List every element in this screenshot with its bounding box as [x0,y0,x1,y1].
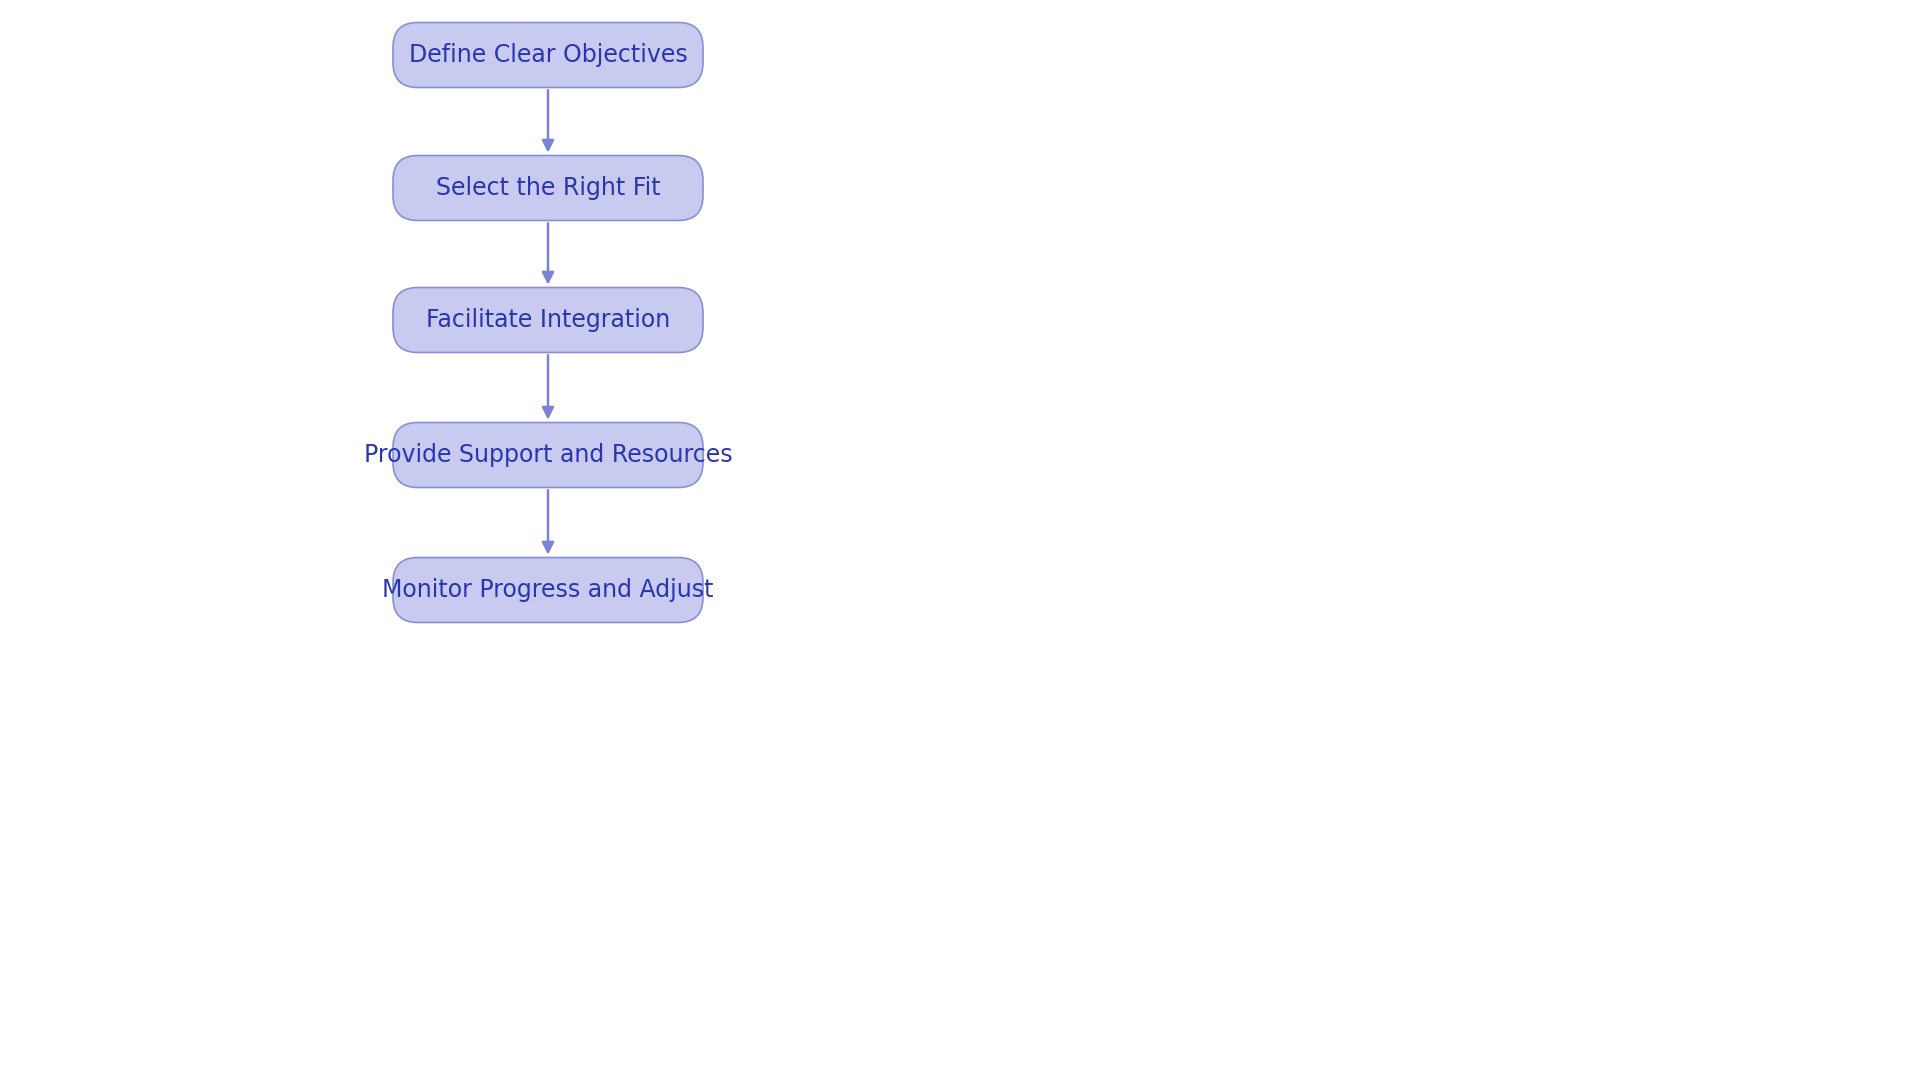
FancyBboxPatch shape [394,422,703,487]
Text: Facilitate Integration: Facilitate Integration [426,308,670,332]
FancyBboxPatch shape [394,287,703,352]
FancyBboxPatch shape [394,156,703,221]
FancyBboxPatch shape [394,23,703,88]
Text: Monitor Progress and Adjust: Monitor Progress and Adjust [382,578,714,602]
FancyBboxPatch shape [394,558,703,623]
Text: Define Clear Objectives: Define Clear Objectives [409,43,687,67]
Text: Provide Support and Resources: Provide Support and Resources [363,443,732,467]
Text: Select the Right Fit: Select the Right Fit [436,177,660,200]
